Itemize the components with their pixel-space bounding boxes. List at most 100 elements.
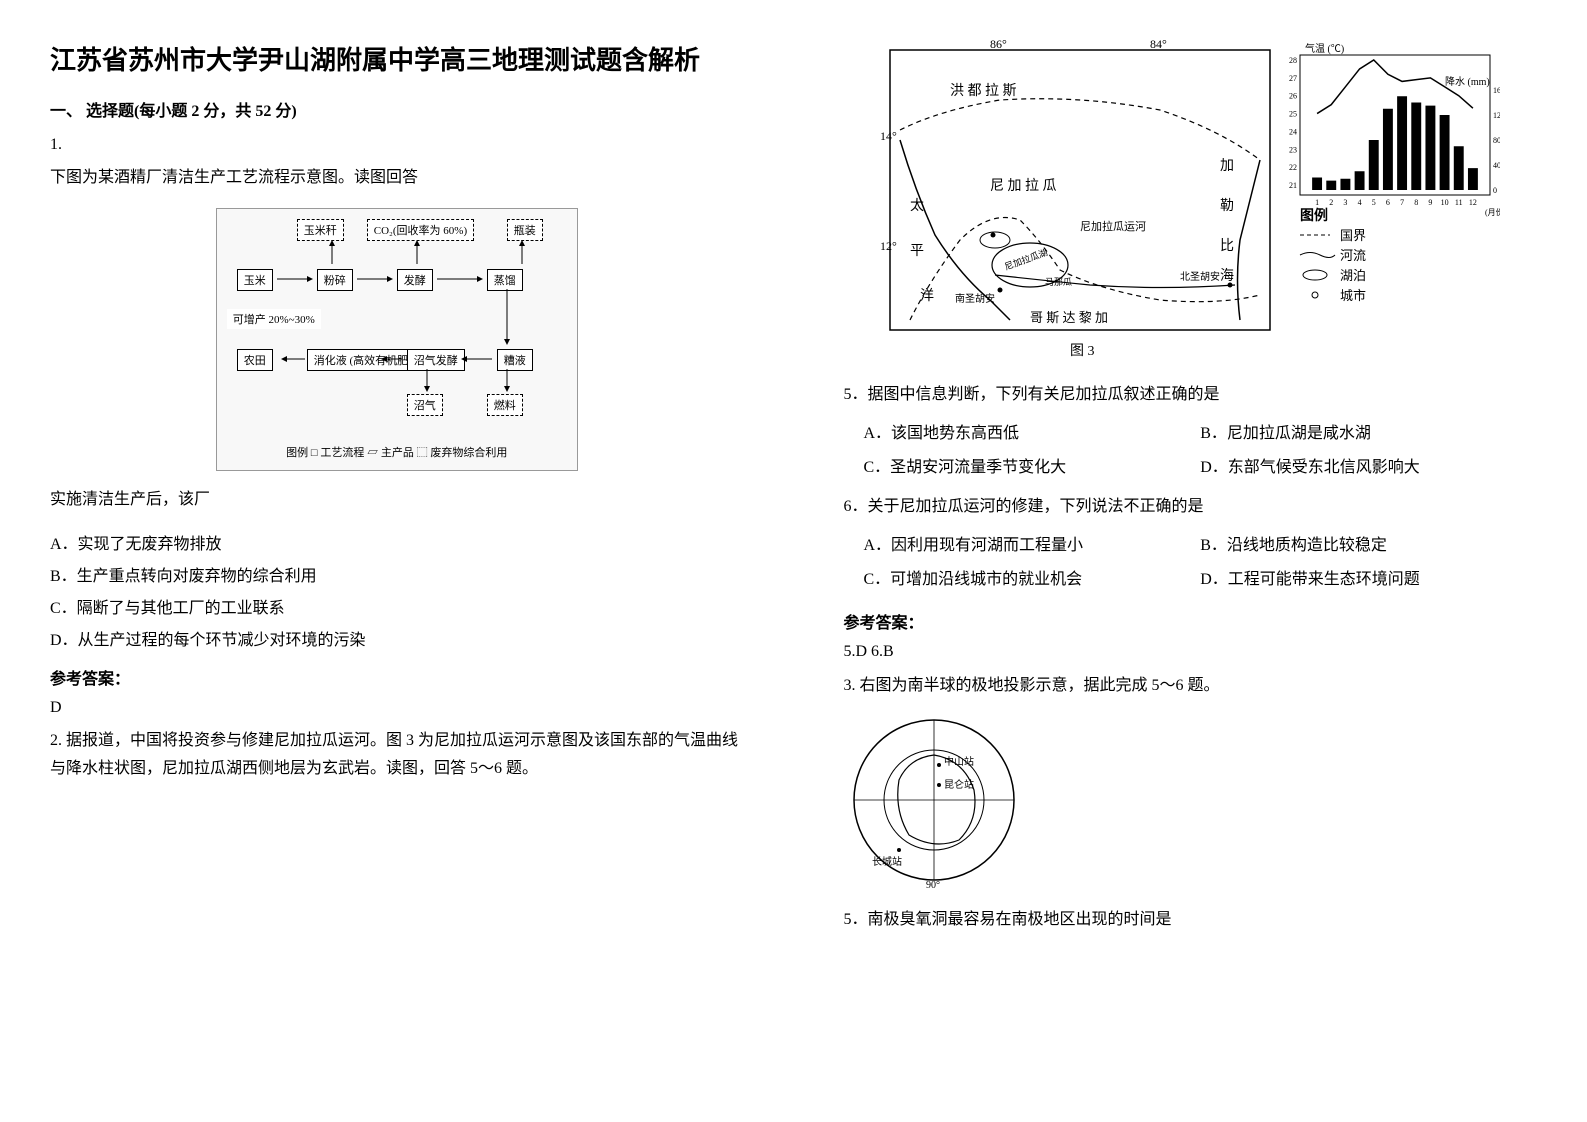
svg-text:6: 6: [1386, 198, 1390, 207]
box-distill: 蒸馏: [487, 269, 523, 291]
q2-sub5-d: D．东部气候受东北信风影响大: [1200, 453, 1537, 477]
box-co2: CO₂(回收率为 60%): [367, 219, 474, 241]
svg-text:0: 0: [1493, 186, 1497, 195]
map-svg: 86° 84° 14° 12°: [880, 40, 1500, 360]
svg-text:8: 8: [1415, 198, 1419, 207]
temp-axis-label: 气温 (℃): [1305, 42, 1344, 55]
box-gas: 沼气: [407, 394, 443, 416]
q2-sub6-a: A．因利用现有河湖而工程量小: [864, 531, 1201, 555]
legend-border: 国界: [1340, 228, 1366, 243]
q1-after-text: 实施清洁生产后，该厂: [50, 486, 744, 515]
document-title: 江苏省苏州市大学尹山湖附属中学高三地理测试题含解析: [50, 40, 744, 77]
q2-sub5-b: B．尼加拉瓜湖是咸水湖: [1200, 419, 1537, 443]
q1-answer: D: [50, 699, 744, 717]
q2-sub5-options: A．该国地势东高西低 B．尼加拉瓜湖是咸水湖 C．圣胡安河流量季节变化大 D．东…: [864, 414, 1538, 482]
q2-sub6-b: B．沿线地质构造比较稳定: [1200, 531, 1537, 555]
q1-option-c: C．隔断了与其他工厂的工业联系: [50, 594, 744, 618]
q1-option-a: A．实现了无废弃物排放: [50, 530, 744, 554]
left-column: 江苏省苏州市大学尹山湖附属中学高三地理测试题含解析 一、 选择题(每小题 2 分…: [0, 0, 794, 1122]
svg-text:40: 40: [1493, 161, 1500, 170]
box-residue: 糟液: [497, 349, 533, 371]
svg-text:1: 1: [1315, 198, 1319, 207]
q2-text: 据报道，中国将投资参与修建尼加拉瓜运河。图 3 为尼加拉瓜运河示意图及该国东部的…: [50, 732, 738, 778]
svg-text:11: 11: [1455, 198, 1463, 207]
nicaragua-map: 86° 84° 14° 12°: [880, 40, 1500, 360]
box-crush: 粉碎: [317, 269, 353, 291]
box-fuel: 燃料: [487, 394, 523, 416]
station-kunlun: 昆仑站: [944, 778, 974, 791]
polar-angle: 90°: [926, 880, 940, 890]
q1-text: 下图为某酒精厂清洁生产工艺流程示意图。读图回答: [50, 164, 744, 193]
box-bottle: 瓶装: [507, 219, 543, 241]
page-container: 江苏省苏州市大学尹山湖附属中学高三地理测试题含解析 一、 选择题(每小题 2 分…: [0, 0, 1587, 1122]
label-carib3: 比: [1220, 238, 1234, 254]
q2-sub6-c: C．可增加沿线城市的就业机会: [864, 565, 1201, 589]
box-biogas: 沼气发酵: [407, 349, 465, 371]
q3-text: 右图为南半球的极地投影示意，据此完成 5～6 题。: [860, 677, 1220, 694]
svg-text:26: 26: [1289, 92, 1297, 101]
svg-text:12: 12: [1469, 198, 1477, 207]
legend-title: 图例: [1300, 207, 1328, 224]
flow-diagram: 玉米秆 CO₂(回收率为 60%) 瓶装 玉米 粉碎 发酵 蒸馏 可增产 20%…: [227, 219, 567, 439]
q2-sub6-d: D．工程可能带来生态环境问题: [1200, 565, 1537, 589]
box-cornstalk: 玉米秆: [297, 219, 344, 241]
svg-text:21: 21: [1289, 181, 1297, 190]
svg-text:27: 27: [1289, 74, 1297, 83]
q1-option-d: D．从生产过程的每个环节减少对环境的污染: [50, 626, 744, 650]
svg-text:160: 160: [1493, 86, 1500, 95]
polar-figure: 中山站 昆仑站 长城站 90°: [844, 710, 1024, 890]
q2-sub5-c: C．圣胡安河流量季节变化大: [864, 453, 1201, 477]
q2-sub6-options: A．因利用现有河湖而工程量小 B．沿线地质构造比较稳定 C．可增加沿线城市的就业…: [864, 526, 1538, 594]
svg-text:23: 23: [1289, 145, 1297, 154]
label-sanjuans: 南圣胡安: [955, 292, 995, 305]
lon-86: 86°: [990, 40, 1007, 51]
flow-legend: 图例 □ 工艺流程 ▱ 主产品 ⬚ 废弃物综合利用: [227, 444, 567, 460]
box-corn: 玉米: [237, 269, 273, 291]
svg-text:10: 10: [1441, 198, 1449, 207]
label-carib1: 加: [1220, 158, 1234, 174]
map-caption: 图 3: [1070, 344, 1095, 359]
q2-sub6-text: 6．关于尼加拉瓜运河的修建，下列说法不正确的是: [844, 492, 1538, 516]
label-carib2: 勒: [1220, 198, 1234, 214]
q3-sub5-text: 5．南极臭氧洞最容易在南极地区出现的时间是: [844, 905, 1538, 929]
label-nicaragua: 尼 加 拉 瓜: [990, 178, 1057, 194]
q1-figure: 玉米秆 CO₂(回收率为 60%) 瓶装 玉米 粉碎 发酵 蒸馏 可增产 20%…: [50, 208, 744, 471]
q3-number: 3.: [844, 677, 856, 694]
svg-text:9: 9: [1429, 198, 1433, 207]
svg-text:(月份): (月份): [1485, 207, 1500, 217]
svg-text:3: 3: [1344, 198, 1348, 207]
svg-text:25: 25: [1289, 110, 1297, 119]
label-managua: 马那瓜: [1045, 277, 1072, 287]
q1-number: 1.: [50, 136, 744, 154]
svg-text:4: 4: [1358, 198, 1362, 207]
q2-answer-label: 参考答案：: [844, 609, 1538, 633]
flow-diagram-box: 玉米秆 CO₂(回收率为 60%) 瓶装 玉米 粉碎 发酵 蒸馏 可增产 20%…: [216, 208, 578, 471]
q1-options: A．实现了无废弃物排放 B．生产重点转向对废弃物的综合利用 C．隔断了与其他工厂…: [50, 530, 744, 650]
box-increase: 可增产 20%~30%: [227, 309, 321, 329]
label-costarica: 哥 斯 达 黎 加: [1030, 310, 1108, 325]
q2-number: 2.: [50, 732, 62, 749]
svg-text:80: 80: [1493, 136, 1500, 145]
precip-axis-label: 降水 (mm): [1445, 75, 1490, 88]
lat-12: 12°: [880, 239, 897, 253]
climate-chart: 气温 (℃) 降水 (mm) 2827262524232221160120804…: [1289, 42, 1500, 217]
section-header: 一、 选择题(每小题 2 分，共 52 分): [50, 97, 744, 121]
box-ferment: 发酵: [397, 269, 433, 291]
label-carib4: 海: [1220, 268, 1234, 284]
svg-text:22: 22: [1289, 163, 1297, 172]
svg-text:28: 28: [1289, 56, 1297, 65]
svg-text:120: 120: [1493, 111, 1500, 120]
station-zhongshan: 中山站: [944, 755, 974, 768]
label-pacific3: 洋: [920, 288, 934, 304]
q2-sub5-a: A．该国地势东高西低: [864, 419, 1201, 443]
polar-svg: 中山站 昆仑站 长城站 90°: [844, 710, 1024, 890]
label-honduras: 洪 都 拉 斯: [950, 83, 1017, 99]
label-pacific2: 平: [910, 244, 924, 259]
box-digest: 消化液 (高效有机肥): [307, 349, 419, 371]
q1-answer-label: 参考答案：: [50, 665, 744, 689]
lon-84: 84°: [1150, 40, 1167, 51]
q1-option-b: B．生产重点转向对废弃物的综合利用: [50, 562, 744, 586]
label-sanjuann: 北圣胡安: [1180, 270, 1220, 283]
legend-river: 河流: [1340, 248, 1366, 263]
label-pacific1: 太: [910, 198, 924, 214]
